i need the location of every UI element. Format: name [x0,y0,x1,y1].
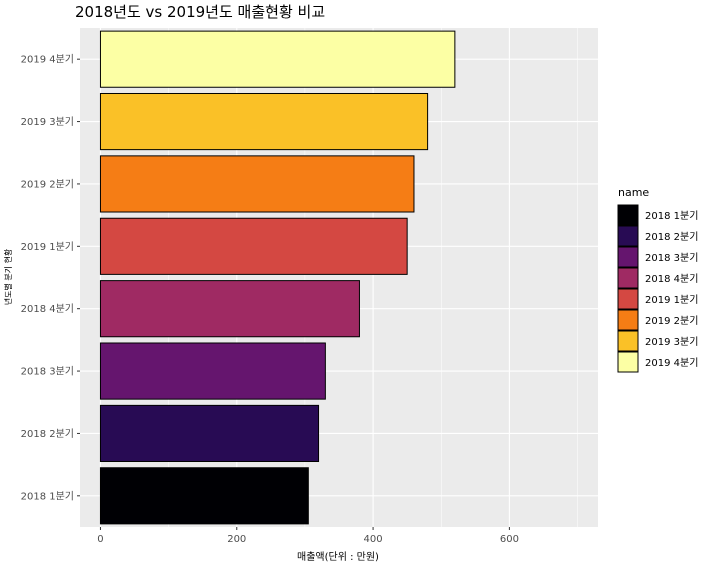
y-tick-label: 2018 2분기 [21,428,74,440]
x-tick-label: 600 [500,534,519,545]
x-axis-ticks: 0 200 400 600 [97,527,519,545]
legend: name 2018 1분기 2018 2분기 2018 3분기 2018 4분기 201… [617,186,698,373]
bar-2018-3분기 [99,342,326,400]
y-tick-label: 2019 4분기 [21,54,74,66]
legend-label: 2018 1분기 [645,210,698,222]
bar-2018-1분기 [99,467,309,525]
legend-label: 2018 4분기 [645,273,698,285]
chart-title: 2018년도 vs 2019년도 매출현황 비교 [75,3,325,21]
x-axis-title: 매출액(단위 : 만원) [297,550,379,563]
legend-label: 2019 1분기 [645,294,698,306]
legend-label: 2019 3분기 [645,336,698,348]
legend-key [617,246,639,268]
bars [99,30,456,525]
y-tick-label: 2019 1분기 [21,241,74,253]
legend-key [617,225,639,247]
legend-key [617,351,639,373]
x-tick-label: 0 [97,534,103,545]
bar-2019-3분기 [99,92,429,151]
y-tick-label: 2019 3분기 [21,116,74,128]
y-axis-title: 년도별 분기 현황 [3,248,13,305]
legend-title: name [618,186,649,199]
y-tick-label: 2018 1분기 [21,490,74,502]
bar-2019-1분기 [99,217,408,275]
legend-key [617,267,639,289]
x-tick-label: 200 [227,534,246,545]
legend-label: 2019 4분기 [645,357,698,369]
legend-key [617,204,639,226]
legend-key [617,330,639,352]
legend-label: 2019 2분기 [645,315,698,327]
legend-label: 2018 3분기 [645,252,698,264]
legend-key [617,309,639,331]
bar-2018-2분기 [99,404,320,463]
y-axis-ticks: 2018 1분기 2018 2분기 2018 3분기 2018 4분기 2019 1분기… [21,54,80,502]
y-tick-label: 2019 2분기 [21,178,74,190]
legend-label: 2018 2분기 [645,231,698,243]
y-tick-label: 2018 3분기 [21,366,74,378]
y-tick-label: 2018 4분기 [21,303,74,315]
bar-2018-4분기 [99,280,360,338]
bar-2019-4분기 [99,30,456,88]
legend-key [617,288,639,310]
x-tick-label: 400 [364,534,383,545]
bar-2019-2분기 [99,155,415,213]
